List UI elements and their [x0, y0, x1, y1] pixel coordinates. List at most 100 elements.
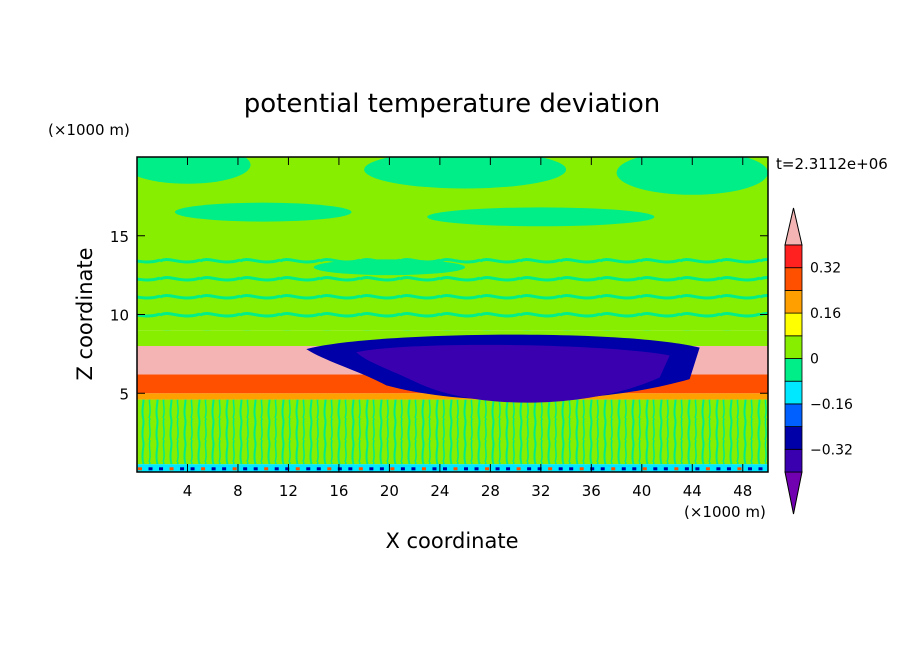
- surface-cell-30: [453, 467, 458, 471]
- surface-cell-23: [379, 467, 384, 471]
- y-axis-unit: (×1000 m): [48, 121, 130, 139]
- surface-cell-14: [285, 467, 290, 471]
- surface-cell-19: [337, 467, 342, 471]
- surface-cell-1: [148, 467, 153, 471]
- surface-cell-53: [695, 467, 700, 471]
- field-blob-4: [427, 207, 655, 227]
- x-tick-label-36: 36: [582, 482, 601, 500]
- surface-cell-58: [747, 467, 752, 471]
- surface-cell-4: [180, 467, 185, 471]
- x-axis-unit: (×1000 m): [684, 503, 766, 521]
- x-tick-label-12: 12: [279, 482, 298, 500]
- surface-cell-27: [421, 467, 426, 471]
- surface-cell-24: [390, 467, 395, 471]
- colorbar-segment-5: [784, 335, 803, 359]
- colorbar-top-arrow: [784, 207, 803, 246]
- surface-cell-29: [442, 467, 447, 471]
- colorbar-segment-2: [784, 403, 803, 427]
- surface-cell-32: [474, 467, 479, 471]
- x-tick-label-16: 16: [329, 482, 348, 500]
- colorbar-label-3: −0.16: [810, 397, 853, 413]
- y-tick-label-10: 10: [110, 307, 129, 325]
- surface-cell-39: [548, 467, 553, 471]
- chart-title: potential temperature deviation: [244, 89, 660, 119]
- colorbar-segment-7: [784, 289, 803, 314]
- surface-cell-16: [306, 467, 311, 471]
- surface-cell-48: [642, 467, 647, 471]
- surface-cell-28: [432, 467, 437, 471]
- surface-cell-35: [506, 467, 511, 471]
- surface-cell-56: [726, 467, 731, 471]
- surface-cell-8: [222, 467, 227, 471]
- x-tick-label-32: 32: [531, 482, 550, 500]
- x-tick-label-44: 44: [683, 482, 702, 500]
- surface-cell-20: [348, 467, 353, 471]
- surface-cell-31: [464, 467, 469, 471]
- surface-cell-17: [316, 467, 321, 471]
- surface-cell-3: [169, 467, 174, 471]
- colorbar-segment-9: [784, 244, 803, 269]
- surface-cell-33: [485, 467, 490, 471]
- surface-cell-49: [653, 467, 658, 471]
- surface-cell-38: [537, 467, 542, 471]
- colorbar-label-1: 0.16: [810, 306, 841, 322]
- surface-cell-50: [663, 467, 668, 471]
- x-tick-label-28: 28: [481, 482, 500, 500]
- y-tick-label-15: 15: [110, 228, 129, 246]
- surface-cell-34: [495, 467, 500, 471]
- colorbar-bottom-arrow: [784, 471, 803, 515]
- surface-cell-10: [243, 467, 248, 471]
- surface-cell-7: [211, 467, 216, 471]
- colorbar: 0.32 0.16 0 −0.16 −0.32: [784, 207, 853, 515]
- surface-cell-57: [737, 467, 742, 471]
- surface-cell-59: [758, 467, 763, 471]
- x-tick-label-20: 20: [380, 482, 399, 500]
- surface-cell-43: [590, 467, 595, 471]
- surface-cell-22: [369, 467, 374, 471]
- surface-cell-47: [632, 467, 637, 471]
- cold-anomaly-core: [356, 344, 670, 403]
- x-axis-label: X coordinate: [385, 529, 518, 553]
- colorbar-segment-3: [784, 380, 803, 405]
- surface-cell-18: [327, 467, 332, 471]
- surface-cell-54: [705, 467, 710, 471]
- colorbar-segment-0: [784, 448, 803, 473]
- colorbar-segment-4: [784, 358, 803, 382]
- surface-cell-15: [295, 467, 300, 471]
- colorbar-label-4: −0.32: [810, 442, 853, 458]
- surface-cell-11: [253, 467, 258, 471]
- colorbar-segment-8: [784, 267, 803, 291]
- x-tick-label-48: 48: [733, 482, 752, 500]
- field-layer-1: [137, 399, 768, 465]
- surface-cell-5: [190, 467, 195, 471]
- x-tick-label-4: 4: [183, 482, 193, 500]
- x-tick-label-24: 24: [430, 482, 449, 500]
- surface-cell-41: [569, 467, 574, 471]
- surface-cell-13: [274, 467, 279, 471]
- surface-cell-44: [600, 467, 605, 471]
- surface-cell-42: [579, 467, 584, 471]
- y-tick-label-5: 5: [119, 385, 129, 403]
- colorbar-segment-1: [784, 426, 803, 450]
- colorbar-label-2: 0: [810, 352, 819, 368]
- x-axis: 4 8 12 16 20 24 28 32 36 40 44 48: [183, 157, 752, 500]
- surface-cell-9: [232, 467, 237, 471]
- contour-field: [137, 157, 768, 472]
- x-tick-label-8: 8: [233, 482, 243, 500]
- field-blob-0: [137, 157, 251, 184]
- surface-cell-37: [527, 467, 532, 471]
- field-layer-0: [137, 464, 768, 472]
- field-blob-2: [616, 157, 768, 195]
- colorbar-segment-6: [784, 312, 803, 337]
- time-label: t=2.3112e+06: [776, 155, 888, 173]
- surface-cell-51: [674, 467, 679, 471]
- surface-cell-40: [558, 467, 563, 471]
- surface-cell-26: [411, 467, 416, 471]
- surface-cell-46: [621, 467, 626, 471]
- surface-cell-21: [358, 467, 363, 471]
- colorbar-label-0: 0.32: [810, 261, 841, 277]
- surface-cell-36: [516, 467, 521, 471]
- y-axis: 5 10 15: [110, 228, 768, 403]
- field-blob-5: [313, 259, 466, 276]
